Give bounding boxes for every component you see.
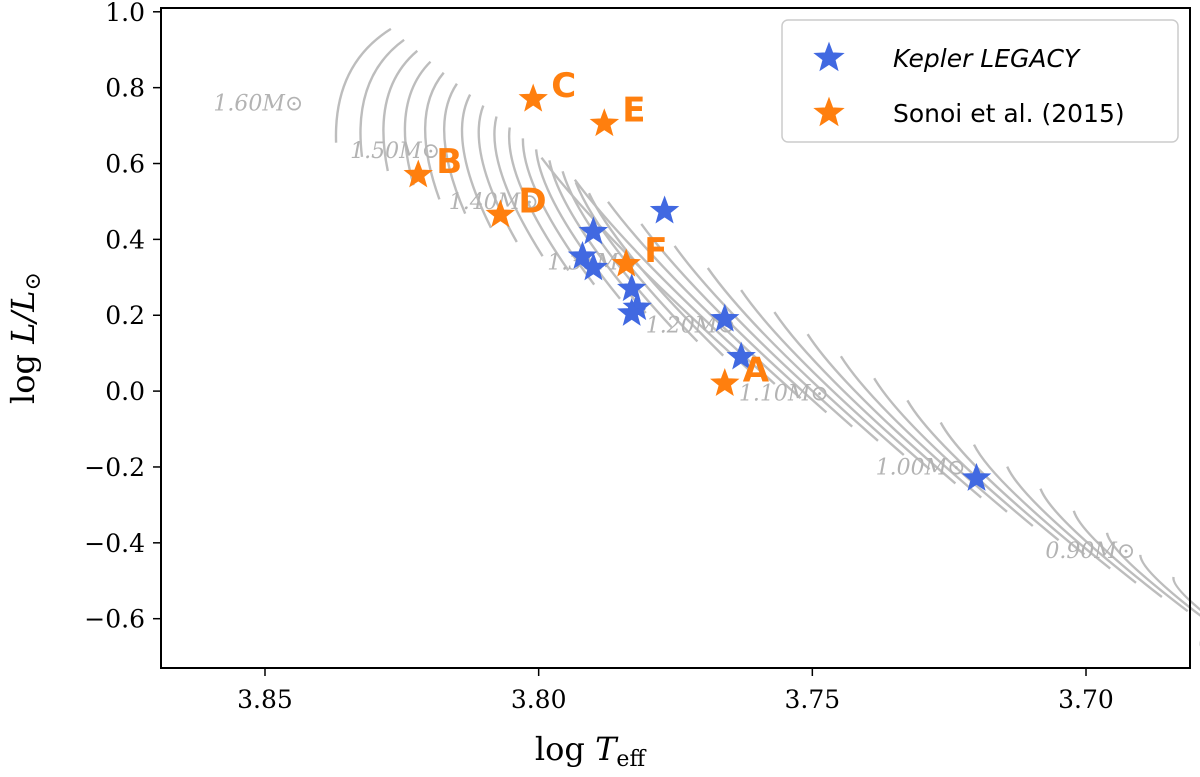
x-axis-title-T: T [595,730,619,768]
star-label: A [743,351,770,391]
y-axis-ticks: 1.0 0.8 0.6 0.4 0.2 0.0 −0.2 −0.4 −0.6 [84,0,161,634]
mass-track-label: 1.10M⊙ [739,382,829,407]
legend: Kepler LEGACY Sonoi et al. (2015) [781,19,1179,143]
x-axis-title-log: log [535,730,595,768]
x-axis-ticks: 3.85 3.80 3.75 3.70 [237,668,1114,714]
legend-marker [813,96,845,127]
y-tick-label: 0.2 [105,301,145,330]
legend-box [781,19,1179,143]
evolution-track [574,181,699,343]
x-tick-label: 3.75 [784,685,840,714]
y-tick-label: −0.6 [84,605,145,634]
evolution-track [403,60,432,186]
sonoi-star [403,159,433,188]
svg-text:log Teff: log Teff [535,730,647,772]
evolution-track [673,245,853,428]
y-axis-title-log: log [4,344,42,404]
plot-frame [160,7,1191,669]
x-tick-label: 3.70 [1058,685,1114,714]
y-tick-label: −0.2 [84,453,145,482]
y-tick-label: 0.8 [105,74,145,103]
kepler-legacy-star [578,216,609,245]
evolution-track [540,156,750,371]
y-axis-title: log L/L⊙ [4,272,46,404]
evolution-track [507,127,570,272]
kepler-legacy-star [961,462,992,491]
legend-label: Sonoi et al. (2015) [893,99,1125,128]
evolution-track [534,149,621,300]
evolution-track [607,201,802,400]
y-tick-label: 0.4 [105,225,145,254]
evolution-track [382,49,419,172]
sonoi-star [485,199,516,228]
x-axis-title: log Teff [535,730,647,772]
mass-track-label: 1.60M⊙ [213,91,303,116]
data-points: A B C D E F [403,66,992,491]
kepler-legacy-star [578,252,609,281]
kepler-legacy-star [710,303,740,332]
evolution-track [706,267,879,442]
star-label: C [551,66,576,106]
evolution-track [939,421,1060,542]
y-tick-label: −0.4 [84,529,145,558]
sonoi-star [710,368,740,396]
evolution-track [972,444,1086,556]
x-axis-title-sub: eff [616,747,646,772]
evolution-track [740,289,905,456]
mass-track-label: 0.90M⊙ [1045,539,1135,564]
evolution-track [1139,554,1200,617]
legend-marker [813,41,845,72]
star-label: D [518,182,546,222]
evolution-track [906,399,1034,527]
sonoi-star [611,248,641,277]
star-label: F [644,231,667,271]
star-label: E [622,91,645,131]
evolution-track [640,223,828,414]
kepler-legacy-star [649,195,680,224]
evolution-track [1172,576,1200,611]
evolution-track [460,94,493,229]
y-tick-label: 1.0 [105,0,145,27]
evolution-track [806,333,957,485]
x-tick-label: 3.85 [237,685,293,714]
y-axis-title-L: L/L [4,291,42,345]
kepler-legacy-star [726,341,756,370]
evolution-track [1006,466,1111,570]
evolution-track [442,83,467,215]
kepler-legacy-star [617,273,647,302]
evolution-track [839,355,982,499]
evolution-track [493,116,544,257]
y-tick-label: 0.6 [105,150,145,179]
evolution-track [873,377,1008,513]
y-tick-label: 0.0 [105,377,145,406]
evolution-track [424,71,445,200]
mass-track-label: 0.80M⊙ [1199,630,1200,655]
kepler-legacy-star [567,240,598,269]
y-axis-title-sun: ⊙ [21,272,46,290]
sonoi-star [589,108,620,137]
mass-track-label: 1.00M⊙ [876,456,966,481]
legend-items: Kepler LEGACY Sonoi et al. (2015) [813,41,1125,128]
sonoi-star [518,83,548,112]
svg-text:log L/L⊙: log L/L⊙ [4,272,46,404]
evolution-track [773,311,931,471]
kepler-legacy-star [617,297,647,326]
legend-label: Kepler LEGACY [893,44,1081,73]
mass-track-labels: 1.60M⊙1.50M⊙1.40M⊙1.30M⊙1.20M⊙1.10M⊙1.00… [213,91,1200,655]
x-tick-label: 3.80 [511,685,567,714]
evolution-track [1039,488,1137,584]
mass-track-label: 1.50M⊙ [350,139,440,164]
star-label: B [436,142,462,182]
evolution-track [1072,510,1163,598]
evolution-track [1105,532,1189,613]
evolution-track [359,38,405,158]
evolution-track [334,27,392,143]
